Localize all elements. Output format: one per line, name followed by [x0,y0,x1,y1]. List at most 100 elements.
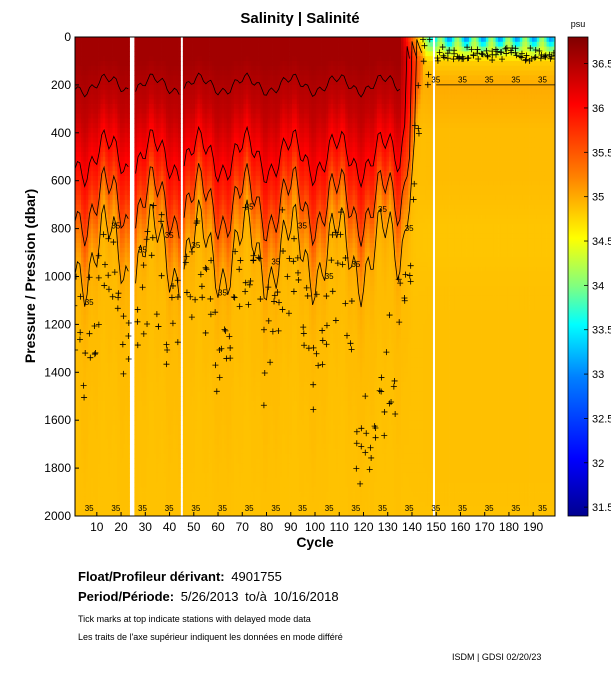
salinity-cell [98,511,101,516]
salinity-cell [165,209,169,215]
salinity-cell [151,487,155,493]
salinity-cell [98,468,101,474]
salinity-cell [163,65,167,71]
salinity-cell [182,223,186,229]
salinity-cell [141,329,145,335]
salinity-cell [187,377,191,383]
salinity-cell [98,381,101,388]
salinity-cell [163,180,167,186]
salinity-cell [175,367,179,373]
salinity-cell [178,372,181,378]
salinity-cell [185,348,189,354]
salinity-cell [83,310,87,316]
salinity-cell [100,147,104,153]
salinity-cell [119,108,123,115]
salinity-cell [105,420,109,426]
salinity-cell [163,333,167,340]
salinity-cell [170,405,174,412]
salinity-cell [83,142,87,148]
salinity-cell [156,252,160,258]
salinity-cell [102,286,106,292]
salinity-cell [83,290,87,297]
salinity-cell [187,209,191,215]
salinity-cell [170,262,174,268]
salinity-cell [148,511,152,516]
salinity-cell [153,424,157,431]
salinity-cell [156,319,160,325]
salinity-cell [107,511,111,516]
salinity-cell [190,142,193,148]
salinity-cell [148,161,152,167]
salinity-cell [75,281,77,287]
salinity-cell [195,41,198,47]
salinity-cell [98,204,101,210]
salinity-cell [124,295,128,301]
salinity-cell [112,185,116,191]
salinity-cell [122,75,126,81]
salinity-cell [173,247,176,253]
salinity-cell [185,199,189,206]
salinity-cell [93,147,96,153]
salinity-cell [144,329,147,335]
salinity-cell [83,195,87,201]
salinity-cell [124,472,128,479]
salinity-cell [185,56,189,62]
salinity-cell [175,247,179,253]
salinity-cell [178,434,181,440]
salinity-cell [75,175,77,182]
salinity-cell [182,75,186,81]
salinity-cell [124,257,128,263]
salinity-cell [158,89,162,95]
salinity-cell [139,286,143,292]
salinity-cell [75,506,77,512]
salinity-cell [124,290,128,297]
salinity-cell [95,219,99,225]
salinity-cell [192,113,196,119]
salinity-cell [168,324,172,330]
salinity-cell [168,75,172,81]
salinity-cell [134,391,138,397]
salinity-cell [190,37,193,43]
salinity-cell [185,128,189,134]
salinity-cell [187,262,191,268]
salinity-cell [168,300,172,306]
salinity-cell [195,242,198,249]
salinity-cell [187,458,191,464]
salinity-cell [139,357,143,364]
salinity-cell [90,492,94,498]
salinity-cell [81,108,84,115]
salinity-cell [76,482,80,488]
salinity-cell [185,223,189,229]
salinity-cell [98,233,101,239]
salinity-cell [112,171,116,177]
salinity-cell [98,252,101,258]
salinity-cell [117,439,121,445]
salinity-cell [195,377,198,383]
salinity-cell [117,271,121,277]
salinity-cell [187,128,191,134]
salinity-cell [117,190,121,196]
salinity-cell [90,324,94,330]
salinity-cell [156,171,160,177]
salinity-cell [148,377,152,383]
salinity-cell [98,41,101,47]
salinity-cell [119,401,123,407]
salinity-cell [102,496,106,503]
salinity-cell [127,429,130,435]
salinity-cell [151,242,155,249]
salinity-cell [107,238,111,244]
salinity-cell [134,482,138,488]
salinity-cell [98,37,101,43]
salinity-cell [124,300,128,306]
salinity-cell [165,415,169,421]
salinity-cell [144,281,147,287]
salinity-cell [151,377,155,383]
salinity-cell [141,271,145,277]
salinity-cell [83,214,87,220]
salinity-cell [90,75,94,81]
salinity-cell [122,439,126,445]
salinity-cell [119,453,123,459]
salinity-cell [122,391,126,397]
salinity-cell [153,123,157,129]
salinity-cell [134,209,138,215]
